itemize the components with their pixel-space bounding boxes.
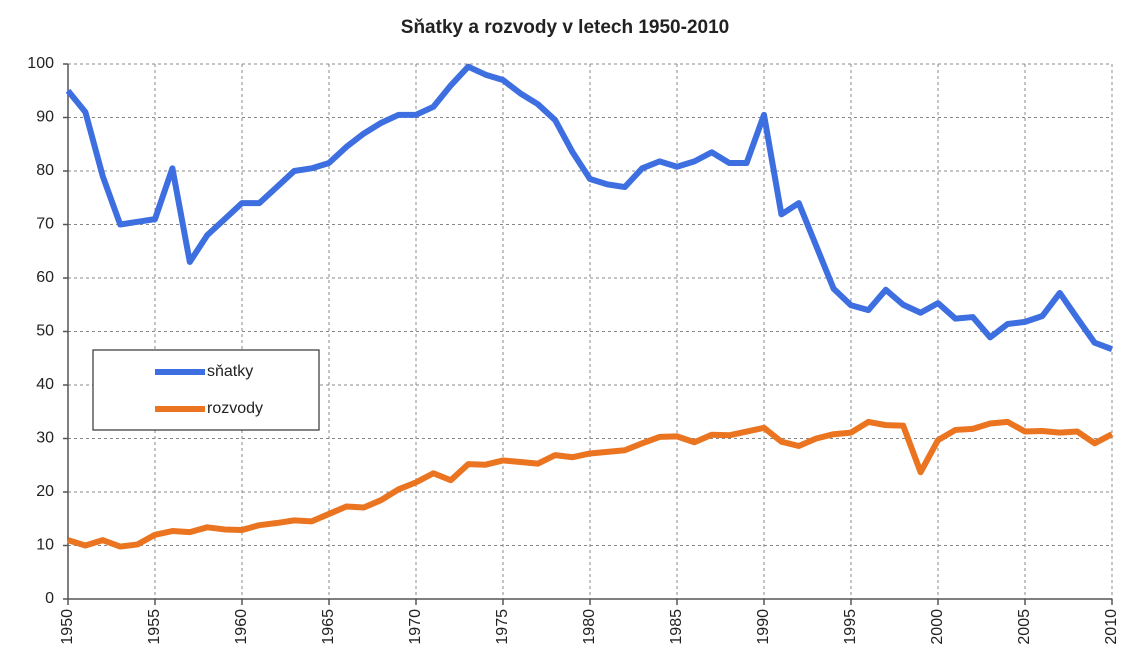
y-tick-label: 80 xyxy=(36,162,54,179)
legend-box xyxy=(92,349,320,431)
x-tick-label: 2000 xyxy=(929,609,946,645)
y-tick-label: 0 xyxy=(45,590,54,607)
y-tick-label: 100 xyxy=(27,55,54,72)
y-tick-label: 20 xyxy=(36,483,54,500)
x-tick-label: 1980 xyxy=(581,609,598,645)
y-tick-label: 10 xyxy=(36,537,54,554)
legend-label: rozvody xyxy=(207,400,263,417)
chart-title: Sňatky a rozvody v letech 1950-2010 xyxy=(401,17,729,38)
x-tick-label: 2010 xyxy=(1103,609,1120,645)
y-tick-label: 30 xyxy=(36,430,54,447)
y-tick-label: 70 xyxy=(36,216,54,233)
line-series xyxy=(65,63,1114,352)
x-tick-label: 1950 xyxy=(59,609,76,645)
y-tick-label: 90 xyxy=(36,109,54,126)
x-tick-label: 1955 xyxy=(146,609,163,645)
line-series xyxy=(67,418,1114,550)
x-tick-label: 1960 xyxy=(233,609,250,645)
x-tick-label: 1985 xyxy=(668,609,685,645)
y-tick-label: 60 xyxy=(36,269,54,286)
x-tick-label: 1990 xyxy=(755,609,772,645)
x-tick-label: 2005 xyxy=(1016,609,1033,645)
x-tick-label: 1975 xyxy=(494,609,511,645)
legend-label: sňatky xyxy=(207,363,253,380)
y-tick-label: 50 xyxy=(36,323,54,340)
y-tick-label: 40 xyxy=(36,376,54,393)
x-tick-label: 1965 xyxy=(320,609,337,645)
x-tick-label: 1970 xyxy=(407,609,424,645)
x-tick-label: 1995 xyxy=(842,609,859,645)
